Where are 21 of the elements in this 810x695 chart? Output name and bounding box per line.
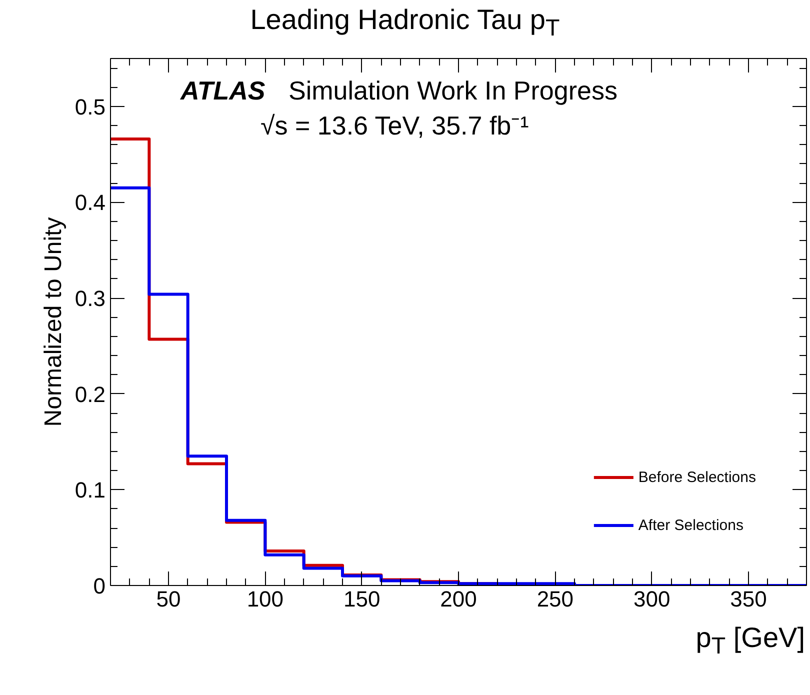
- y-tick-label: 0.1: [74, 478, 106, 503]
- y-tick-label: 0.4: [74, 190, 106, 216]
- chart-title: Leading Hadronic Tau p$_{T}$: [249, 3, 561, 43]
- x-tick-label: 200: [440, 586, 477, 612]
- x-tick-label: 350: [730, 586, 767, 612]
- x-tick-label: 150: [343, 586, 380, 612]
- x-tick-label: 100: [246, 586, 284, 612]
- x-tick-label: 250: [536, 586, 574, 612]
- annotation: √s = 13.6 TeV, 35.7 fb⁻¹: [260, 110, 530, 140]
- x-axis-title: p$_{T}$ [GeV]: [694, 621, 805, 661]
- y-tick-label: 0.5: [74, 94, 106, 120]
- y-tick-label: 0.3: [74, 286, 106, 312]
- annotation: Simulation Work In Progress: [288, 76, 618, 106]
- legend-label: After Selections: [638, 516, 744, 534]
- x-tick-label: 50: [156, 586, 181, 612]
- y-axis-title: Normalized to Unity: [40, 217, 67, 427]
- annotation: ATLAS: [180, 76, 266, 106]
- y-tick-label: 0: [93, 574, 106, 598]
- y-tick-label: 0.2: [74, 382, 106, 407]
- legend-label: Before Selections: [638, 468, 756, 486]
- x-tick-label: 300: [633, 586, 670, 612]
